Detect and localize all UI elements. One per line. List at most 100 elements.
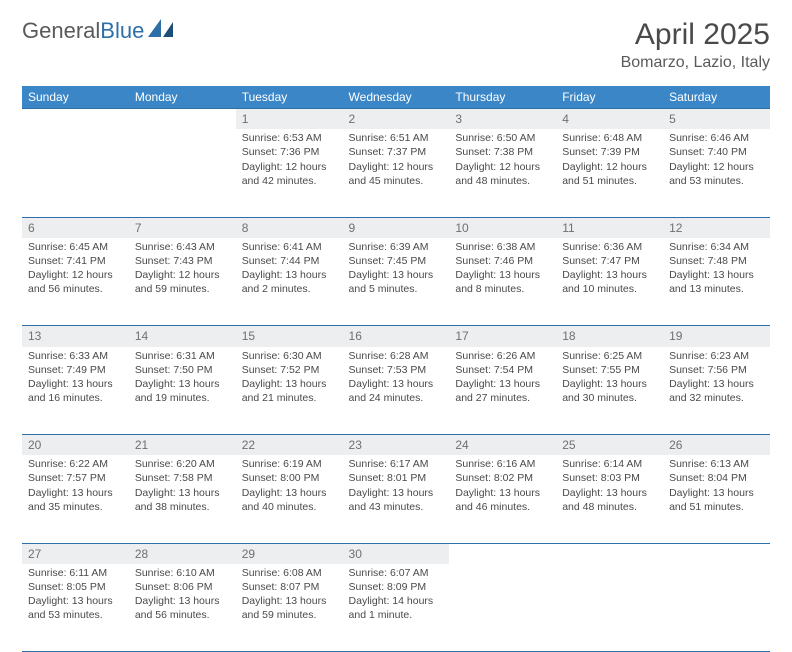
sunset-line: Sunset: 7:49 PM — [28, 363, 123, 377]
day-number-cell: 8 — [236, 217, 343, 238]
calendar-body: 12345Sunrise: 6:53 AMSunset: 7:36 PMDayl… — [22, 109, 770, 652]
day-data-cell: Sunrise: 6:53 AMSunset: 7:36 PMDaylight:… — [236, 129, 343, 217]
day-data-cell: Sunrise: 6:50 AMSunset: 7:38 PMDaylight:… — [449, 129, 556, 217]
sunset-line: Sunset: 7:46 PM — [455, 254, 550, 268]
sunrise-line: Sunrise: 6:34 AM — [669, 240, 764, 254]
day-data-cell — [22, 129, 129, 217]
day-number-cell: 7 — [129, 217, 236, 238]
daynum-row: 6789101112 — [22, 217, 770, 238]
sunrise-line: Sunrise: 6:11 AM — [28, 566, 123, 580]
sunrise-line: Sunrise: 6:22 AM — [28, 457, 123, 471]
sunrise-line: Sunrise: 6:26 AM — [455, 349, 550, 363]
weekday-header: Saturday — [663, 86, 770, 109]
sunrise-line: Sunrise: 6:41 AM — [242, 240, 337, 254]
day-number-cell: 23 — [343, 435, 450, 456]
day-number-cell — [22, 109, 129, 130]
daylight-line: Daylight: 12 hours and 53 minutes. — [669, 160, 764, 188]
sunset-line: Sunset: 8:02 PM — [455, 471, 550, 485]
week-row: Sunrise: 6:45 AMSunset: 7:41 PMDaylight:… — [22, 238, 770, 326]
sunset-line: Sunset: 7:38 PM — [455, 145, 550, 159]
sunrise-line: Sunrise: 6:17 AM — [349, 457, 444, 471]
sunset-line: Sunset: 8:01 PM — [349, 471, 444, 485]
day-data-cell: Sunrise: 6:07 AMSunset: 8:09 PMDaylight:… — [343, 564, 450, 652]
sunrise-line: Sunrise: 6:45 AM — [28, 240, 123, 254]
daynum-row: 12345 — [22, 109, 770, 130]
day-data-cell: Sunrise: 6:19 AMSunset: 8:00 PMDaylight:… — [236, 455, 343, 543]
title-block: April 2025 Bomarzo, Lazio, Italy — [621, 18, 770, 72]
calendar-table: SundayMondayTuesdayWednesdayThursdayFrid… — [22, 86, 770, 652]
day-data-cell: Sunrise: 6:46 AMSunset: 7:40 PMDaylight:… — [663, 129, 770, 217]
daynum-row: 13141516171819 — [22, 326, 770, 347]
weekday-header: Monday — [129, 86, 236, 109]
sunset-line: Sunset: 7:56 PM — [669, 363, 764, 377]
daylight-line: Daylight: 13 hours and 46 minutes. — [455, 486, 550, 514]
day-data-cell — [663, 564, 770, 652]
day-data-cell: Sunrise: 6:25 AMSunset: 7:55 PMDaylight:… — [556, 347, 663, 435]
day-number-cell: 17 — [449, 326, 556, 347]
day-data-cell: Sunrise: 6:28 AMSunset: 7:53 PMDaylight:… — [343, 347, 450, 435]
day-data-cell: Sunrise: 6:13 AMSunset: 8:04 PMDaylight:… — [663, 455, 770, 543]
daylight-line: Daylight: 12 hours and 45 minutes. — [349, 160, 444, 188]
month-title: April 2025 — [621, 18, 770, 52]
sunrise-line: Sunrise: 6:19 AM — [242, 457, 337, 471]
day-data-cell: Sunrise: 6:08 AMSunset: 8:07 PMDaylight:… — [236, 564, 343, 652]
sunset-line: Sunset: 7:53 PM — [349, 363, 444, 377]
daylight-line: Daylight: 13 hours and 10 minutes. — [562, 268, 657, 296]
sunrise-line: Sunrise: 6:13 AM — [669, 457, 764, 471]
week-row: Sunrise: 6:33 AMSunset: 7:49 PMDaylight:… — [22, 347, 770, 435]
logo-sail-icon — [148, 19, 174, 44]
day-number-cell: 18 — [556, 326, 663, 347]
daylight-line: Daylight: 13 hours and 35 minutes. — [28, 486, 123, 514]
day-number-cell — [129, 109, 236, 130]
day-number-cell: 19 — [663, 326, 770, 347]
sunset-line: Sunset: 7:58 PM — [135, 471, 230, 485]
sunset-line: Sunset: 7:45 PM — [349, 254, 444, 268]
daylight-line: Daylight: 13 hours and 51 minutes. — [669, 486, 764, 514]
sunrise-line: Sunrise: 6:53 AM — [242, 131, 337, 145]
weekday-header: Thursday — [449, 86, 556, 109]
sunrise-line: Sunrise: 6:31 AM — [135, 349, 230, 363]
day-data-cell — [556, 564, 663, 652]
daylight-line: Daylight: 13 hours and 19 minutes. — [135, 377, 230, 405]
sunset-line: Sunset: 7:47 PM — [562, 254, 657, 268]
daylight-line: Daylight: 12 hours and 56 minutes. — [28, 268, 123, 296]
daylight-line: Daylight: 12 hours and 59 minutes. — [135, 268, 230, 296]
sunset-line: Sunset: 7:43 PM — [135, 254, 230, 268]
day-number-cell: 9 — [343, 217, 450, 238]
day-data-cell: Sunrise: 6:26 AMSunset: 7:54 PMDaylight:… — [449, 347, 556, 435]
sunset-line: Sunset: 8:05 PM — [28, 580, 123, 594]
logo-text-gray: General — [22, 18, 100, 43]
sunset-line: Sunset: 7:57 PM — [28, 471, 123, 485]
daylight-line: Daylight: 13 hours and 30 minutes. — [562, 377, 657, 405]
sunrise-line: Sunrise: 6:48 AM — [562, 131, 657, 145]
daylight-line: Daylight: 13 hours and 5 minutes. — [349, 268, 444, 296]
day-number-cell: 21 — [129, 435, 236, 456]
daylight-line: Daylight: 13 hours and 59 minutes. — [242, 594, 337, 622]
daynum-row: 20212223242526 — [22, 435, 770, 456]
daylight-line: Daylight: 13 hours and 24 minutes. — [349, 377, 444, 405]
weekday-header: Tuesday — [236, 86, 343, 109]
logo-text: GeneralBlue — [22, 18, 144, 44]
sunrise-line: Sunrise: 6:23 AM — [669, 349, 764, 363]
day-number-cell: 22 — [236, 435, 343, 456]
day-number-cell: 20 — [22, 435, 129, 456]
sunrise-line: Sunrise: 6:46 AM — [669, 131, 764, 145]
sunrise-line: Sunrise: 6:43 AM — [135, 240, 230, 254]
day-number-cell: 13 — [22, 326, 129, 347]
daynum-row: 27282930 — [22, 543, 770, 564]
daylight-line: Daylight: 12 hours and 42 minutes. — [242, 160, 337, 188]
sunset-line: Sunset: 7:44 PM — [242, 254, 337, 268]
sunrise-line: Sunrise: 6:25 AM — [562, 349, 657, 363]
daylight-line: Daylight: 13 hours and 13 minutes. — [669, 268, 764, 296]
day-data-cell: Sunrise: 6:43 AMSunset: 7:43 PMDaylight:… — [129, 238, 236, 326]
day-number-cell — [449, 543, 556, 564]
day-number-cell: 29 — [236, 543, 343, 564]
day-number-cell: 11 — [556, 217, 663, 238]
sunset-line: Sunset: 7:54 PM — [455, 363, 550, 377]
sunset-line: Sunset: 7:41 PM — [28, 254, 123, 268]
daylight-line: Daylight: 12 hours and 48 minutes. — [455, 160, 550, 188]
day-number-cell: 15 — [236, 326, 343, 347]
logo: GeneralBlue — [22, 18, 174, 44]
day-number-cell: 24 — [449, 435, 556, 456]
day-data-cell: Sunrise: 6:41 AMSunset: 7:44 PMDaylight:… — [236, 238, 343, 326]
